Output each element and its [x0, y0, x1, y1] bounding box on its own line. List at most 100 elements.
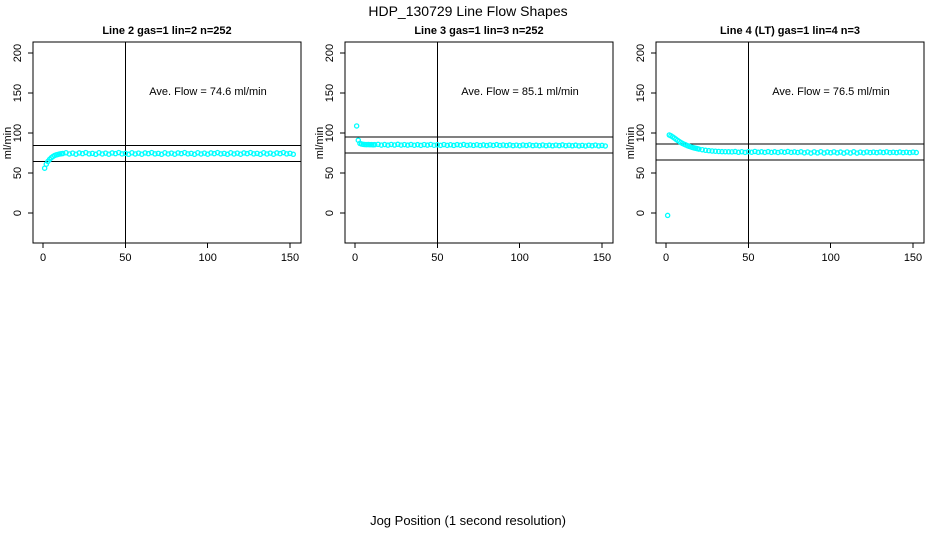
panel-3: 0 50 100 150 0 50 100 150 200	[635, 41, 925, 264]
data-point	[702, 147, 709, 154]
data-point	[781, 149, 788, 156]
data-point	[165, 151, 171, 157]
data-point	[536, 142, 543, 149]
data-point	[860, 150, 867, 156]
y-tick-label: 50	[12, 167, 24, 179]
data-point	[523, 142, 530, 149]
data-point	[251, 151, 257, 157]
plot-box	[344, 41, 614, 244]
data-point	[722, 148, 729, 155]
data-point	[408, 141, 414, 148]
data-point	[483, 142, 490, 149]
panel-title-line2: Line 2 gas=1 lin=2 n=252	[102, 25, 232, 37]
data-point	[264, 151, 270, 157]
data-point	[900, 149, 906, 156]
data-point	[175, 150, 181, 156]
data-point	[834, 150, 841, 156]
data-point	[699, 146, 705, 153]
x-tick-label: 0	[352, 252, 358, 264]
data-point	[539, 142, 546, 148]
data-point	[241, 150, 247, 156]
data-point	[738, 148, 745, 155]
plot-box	[655, 41, 925, 244]
data-point	[530, 142, 536, 149]
data-point	[516, 142, 523, 149]
data-point	[559, 142, 566, 148]
data-point	[401, 141, 408, 148]
data-point	[500, 142, 506, 148]
data-point	[758, 149, 765, 155]
data-point	[444, 142, 450, 149]
data-point	[880, 149, 887, 156]
data-point	[775, 149, 781, 156]
data-point	[696, 146, 702, 152]
data-point	[877, 149, 883, 155]
data-point	[526, 142, 533, 148]
data-point	[418, 142, 424, 149]
x-tick-label: 100	[510, 252, 528, 264]
data-point	[897, 149, 903, 155]
x-tick-label: 50	[431, 252, 443, 264]
data-point	[464, 142, 470, 149]
data-point	[480, 142, 487, 148]
data-point	[762, 149, 768, 156]
x-axis-label: Jog Position (1 second resolution)	[370, 513, 566, 528]
data-point	[510, 142, 516, 149]
data-point	[283, 151, 290, 157]
data-point	[595, 143, 602, 149]
data-point	[395, 141, 401, 148]
ave-flow-annotation-line3: Ave. Flow = 85.1 ml/min	[461, 86, 579, 98]
data-point	[441, 141, 447, 148]
data-point	[434, 142, 441, 148]
data-point	[520, 142, 526, 148]
y-axis-label-line2: ml/min	[2, 126, 14, 160]
data-point	[198, 151, 204, 157]
data-point	[602, 143, 609, 149]
data-point	[76, 150, 82, 156]
data-point	[745, 148, 752, 155]
data-point	[513, 142, 520, 148]
data-point	[748, 149, 755, 155]
data-point	[903, 149, 910, 155]
data-point	[725, 149, 732, 155]
x-tick-label: 50	[742, 252, 754, 264]
data-point	[490, 142, 497, 149]
data-point	[572, 142, 579, 148]
data-point	[493, 141, 500, 148]
data-point	[218, 151, 224, 157]
data-point	[576, 143, 582, 149]
data-point	[771, 149, 778, 155]
data-point	[497, 142, 503, 149]
data-point	[99, 151, 106, 157]
data-point	[768, 149, 775, 156]
data-point	[152, 151, 158, 157]
data-point	[778, 148, 785, 155]
data-point	[910, 149, 916, 155]
y-tick-label: 0	[12, 210, 24, 216]
data-point	[454, 141, 460, 148]
x-tick-label: 0	[40, 252, 46, 264]
data-point	[579, 142, 585, 149]
data-point	[890, 149, 896, 155]
data-point	[827, 150, 834, 156]
data-point	[742, 149, 748, 156]
data-point	[582, 143, 589, 149]
data-point	[563, 142, 569, 149]
data-point	[867, 149, 873, 156]
data-point	[906, 149, 913, 156]
data-point	[586, 142, 592, 148]
y-axis-label-line3: ml/min	[314, 126, 326, 160]
scatter-points	[353, 123, 609, 149]
data-point	[385, 142, 391, 148]
data-point	[546, 142, 553, 148]
data-point	[290, 151, 297, 158]
data-point	[893, 149, 900, 156]
data-point	[404, 142, 411, 148]
data-point	[451, 142, 457, 149]
data-point	[732, 148, 738, 155]
data-point	[824, 149, 831, 155]
data-point	[398, 142, 404, 148]
data-point	[569, 143, 576, 149]
data-point	[785, 148, 791, 155]
